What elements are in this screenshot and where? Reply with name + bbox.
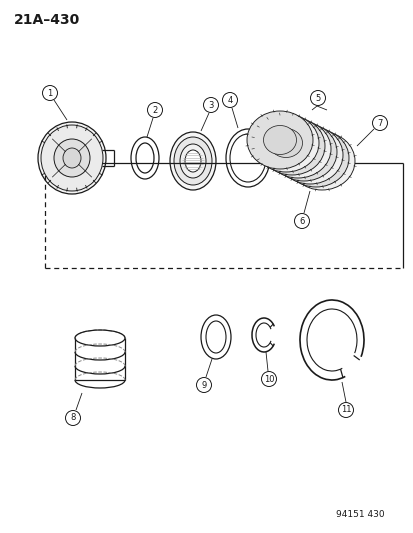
Ellipse shape [275, 132, 308, 160]
Circle shape [196, 377, 211, 392]
Circle shape [222, 93, 237, 108]
Ellipse shape [38, 122, 106, 194]
Ellipse shape [264, 120, 330, 178]
Circle shape [261, 372, 276, 386]
Ellipse shape [136, 143, 154, 173]
Circle shape [338, 402, 353, 417]
Ellipse shape [281, 134, 314, 164]
Ellipse shape [54, 139, 90, 177]
Text: 10: 10 [263, 375, 273, 384]
Circle shape [43, 85, 57, 101]
Ellipse shape [252, 114, 318, 172]
Ellipse shape [180, 144, 206, 178]
Text: 94151 430: 94151 430 [335, 510, 384, 519]
Circle shape [310, 91, 325, 106]
Ellipse shape [287, 138, 320, 166]
Circle shape [65, 410, 80, 425]
Text: 11: 11 [340, 406, 350, 415]
Ellipse shape [299, 143, 332, 173]
Ellipse shape [206, 321, 225, 353]
Text: 8: 8 [70, 414, 76, 423]
Text: 4: 4 [227, 95, 232, 104]
Ellipse shape [269, 128, 302, 157]
Ellipse shape [305, 147, 338, 175]
Ellipse shape [225, 129, 269, 187]
Ellipse shape [247, 111, 312, 169]
Ellipse shape [170, 132, 216, 190]
Ellipse shape [173, 137, 211, 185]
Ellipse shape [63, 148, 81, 168]
Ellipse shape [293, 141, 326, 169]
Text: 5: 5 [315, 93, 320, 102]
Ellipse shape [271, 123, 336, 181]
Text: 3: 3 [208, 101, 213, 109]
Ellipse shape [263, 125, 296, 155]
Ellipse shape [288, 132, 354, 190]
Ellipse shape [185, 150, 201, 172]
Ellipse shape [230, 134, 266, 182]
Ellipse shape [41, 125, 103, 191]
Circle shape [372, 116, 387, 131]
Text: 21A–430: 21A–430 [14, 13, 80, 27]
Text: 6: 6 [299, 216, 304, 225]
Ellipse shape [282, 129, 348, 187]
Ellipse shape [201, 315, 230, 359]
Circle shape [203, 98, 218, 112]
Ellipse shape [259, 117, 324, 175]
Text: 1: 1 [47, 88, 52, 98]
Text: 7: 7 [376, 118, 382, 127]
Circle shape [147, 102, 162, 117]
Circle shape [294, 214, 309, 229]
Ellipse shape [276, 126, 342, 184]
Text: 9: 9 [201, 381, 206, 390]
Ellipse shape [131, 137, 159, 179]
Text: 2: 2 [152, 106, 157, 115]
